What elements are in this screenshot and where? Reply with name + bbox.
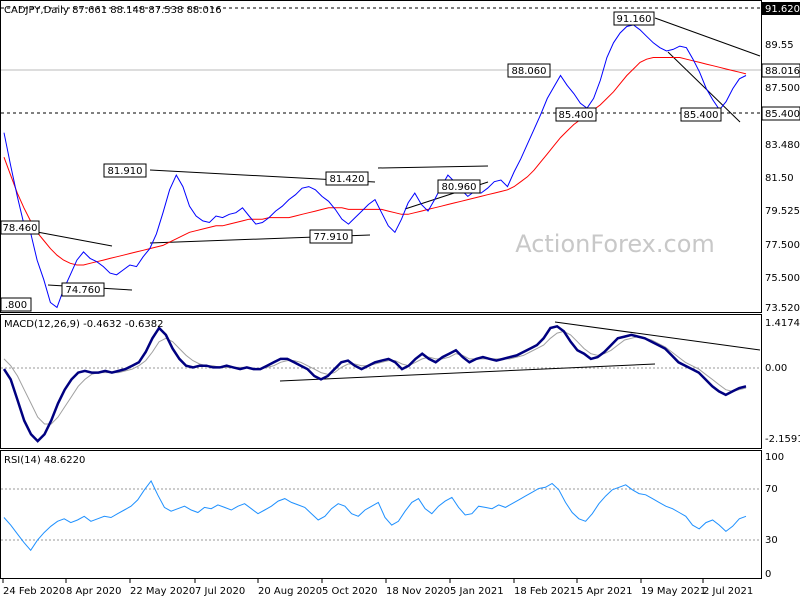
price-axis: 89.55 87.500 83.480 81.50 79.525 77.500 … bbox=[761, 2, 800, 314]
annotation-label: 91.160 bbox=[617, 14, 652, 25]
moving-average-line bbox=[3, 57, 747, 266]
y-tick-label: 89.55 bbox=[765, 40, 794, 51]
x-tick-label: 5 Jan 2021 bbox=[450, 586, 504, 597]
x-tick-label: 22 May 2020 bbox=[130, 586, 195, 597]
macd-title: MACD(12,26,9) -0.4632 -0.6382 bbox=[4, 319, 164, 330]
y-tick-label: 81.50 bbox=[765, 173, 794, 184]
annotation-label: 74.760 bbox=[66, 285, 101, 296]
annotation-label: 81.910 bbox=[108, 166, 143, 177]
level-label-support: 85.400 bbox=[765, 109, 800, 120]
price-title: CADJPY,Daily 87.661 88.148 87.538 88.016 bbox=[4, 5, 222, 16]
x-tick-label: 18 Nov 2020 bbox=[386, 586, 450, 597]
x-tick-label: 8 Apr 2020 bbox=[66, 586, 121, 597]
level-label-current: 88.016 bbox=[765, 66, 800, 77]
price-annotations: 91.160 88.060 85.400 85.400 81.910 81.42… bbox=[0, 11, 722, 312]
rsi-title: RSI(14) 48.6220 bbox=[4, 455, 85, 466]
rsi-pane bbox=[0, 450, 762, 579]
y-tick-label: 83.480 bbox=[765, 140, 800, 151]
x-tick-label: 19 May 2021 bbox=[641, 586, 706, 597]
x-tick-label: 24 Feb 2020 bbox=[3, 586, 65, 597]
annotation-label: 80.960 bbox=[442, 182, 477, 193]
x-tick-label: 18 Feb 2021 bbox=[514, 586, 576, 597]
annotation-label: .800 bbox=[5, 300, 27, 311]
annotation-label: 78.460 bbox=[3, 223, 38, 234]
macd-axis: 1.4174 0.00 -2.1591 bbox=[765, 318, 800, 445]
y-tick-label: 79.525 bbox=[765, 206, 800, 217]
rsi-axis: 100 70 30 0 bbox=[765, 452, 784, 580]
rsi-tick-label: 30 bbox=[765, 535, 778, 546]
rsi-tick-label: 100 bbox=[765, 452, 784, 463]
y-tick-label: 77.500 bbox=[765, 240, 800, 251]
trendline bbox=[667, 51, 741, 123]
x-tick-label: 2 Jul 2021 bbox=[703, 586, 753, 597]
trendline bbox=[654, 17, 761, 57]
annotation-label: 85.400 bbox=[684, 110, 719, 121]
y-tick-label: 87.500 bbox=[765, 83, 800, 94]
macd-signal-line bbox=[3, 330, 747, 425]
annotation-label: 81.420 bbox=[330, 174, 365, 185]
y-tick-label: 73.520 bbox=[765, 303, 800, 314]
macd-trendline bbox=[554, 321, 761, 351]
price-pane bbox=[0, 0, 762, 313]
annotation-label: 88.060 bbox=[512, 66, 547, 77]
x-tick-label: 7 Jul 2020 bbox=[195, 586, 245, 597]
level-label-top: 91.620 bbox=[765, 4, 800, 15]
trendline bbox=[377, 165, 489, 169]
x-tick-label: 20 Aug 2020 bbox=[258, 586, 322, 597]
macd-trendline bbox=[279, 363, 656, 382]
watermark: ActionForex.com bbox=[515, 230, 715, 258]
macd-tick-label: 0.00 bbox=[765, 363, 787, 374]
price-line bbox=[3, 24, 747, 309]
x-axis: 24 Feb 2020 8 Apr 2020 22 May 2020 7 Jul 20… bbox=[2, 579, 753, 597]
x-tick-label: 5 Oct 2020 bbox=[322, 586, 377, 597]
macd-tick-label: 1.4174 bbox=[765, 318, 800, 329]
rsi-tick-label: 70 bbox=[765, 484, 778, 495]
annotation-label: 85.400 bbox=[559, 110, 594, 121]
x-tick-label: 5 Apr 2021 bbox=[577, 586, 632, 597]
y-tick-label: 75.500 bbox=[765, 273, 800, 284]
macd-line bbox=[2, 324, 747, 443]
macd-tick-label: -2.1591 bbox=[765, 434, 800, 445]
annotation-label: 77.910 bbox=[314, 232, 349, 243]
rsi-tick-label: 0 bbox=[765, 569, 771, 580]
rsi-line bbox=[3, 480, 747, 552]
